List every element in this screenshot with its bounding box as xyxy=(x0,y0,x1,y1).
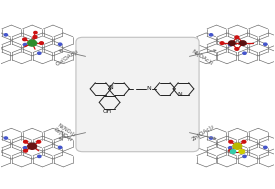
Circle shape xyxy=(28,40,37,46)
Circle shape xyxy=(4,34,7,36)
Circle shape xyxy=(235,36,239,39)
Circle shape xyxy=(233,143,242,149)
Circle shape xyxy=(229,43,232,46)
Circle shape xyxy=(220,42,224,44)
Circle shape xyxy=(240,41,246,45)
Text: Cu(OAc)₂: Cu(OAc)₂ xyxy=(55,49,80,67)
Circle shape xyxy=(243,52,246,54)
Circle shape xyxy=(243,155,246,158)
Circle shape xyxy=(40,42,43,44)
Circle shape xyxy=(210,34,213,36)
Circle shape xyxy=(37,140,41,143)
Circle shape xyxy=(230,150,236,153)
FancyBboxPatch shape xyxy=(76,37,199,152)
Circle shape xyxy=(23,38,27,41)
Circle shape xyxy=(239,150,244,153)
Circle shape xyxy=(235,48,239,50)
Text: N: N xyxy=(109,85,114,90)
Text: Zn(OAc)₂: Zn(OAc)₂ xyxy=(191,124,216,142)
Circle shape xyxy=(38,52,41,54)
Circle shape xyxy=(23,147,27,149)
Text: Ni(NO₃)₂
Co(NO₃)₂: Ni(NO₃)₂ Co(NO₃)₂ xyxy=(53,123,77,143)
Text: N: N xyxy=(178,92,183,97)
Circle shape xyxy=(24,149,28,152)
Circle shape xyxy=(264,146,267,149)
Circle shape xyxy=(229,41,235,45)
Circle shape xyxy=(59,43,62,45)
Circle shape xyxy=(59,146,62,149)
Circle shape xyxy=(33,36,37,38)
Circle shape xyxy=(229,147,232,149)
Text: N: N xyxy=(147,86,151,91)
Circle shape xyxy=(24,140,28,143)
Text: OH: OH xyxy=(103,109,112,114)
Circle shape xyxy=(229,149,233,152)
Circle shape xyxy=(264,43,267,45)
Circle shape xyxy=(23,43,27,46)
Circle shape xyxy=(210,137,213,139)
Text: Ni(OAc)₂: Ni(OAc)₂ xyxy=(190,49,213,67)
Circle shape xyxy=(229,140,233,143)
Circle shape xyxy=(34,31,37,34)
Circle shape xyxy=(38,155,41,158)
Circle shape xyxy=(4,137,7,139)
Circle shape xyxy=(28,143,37,149)
Circle shape xyxy=(242,140,246,143)
